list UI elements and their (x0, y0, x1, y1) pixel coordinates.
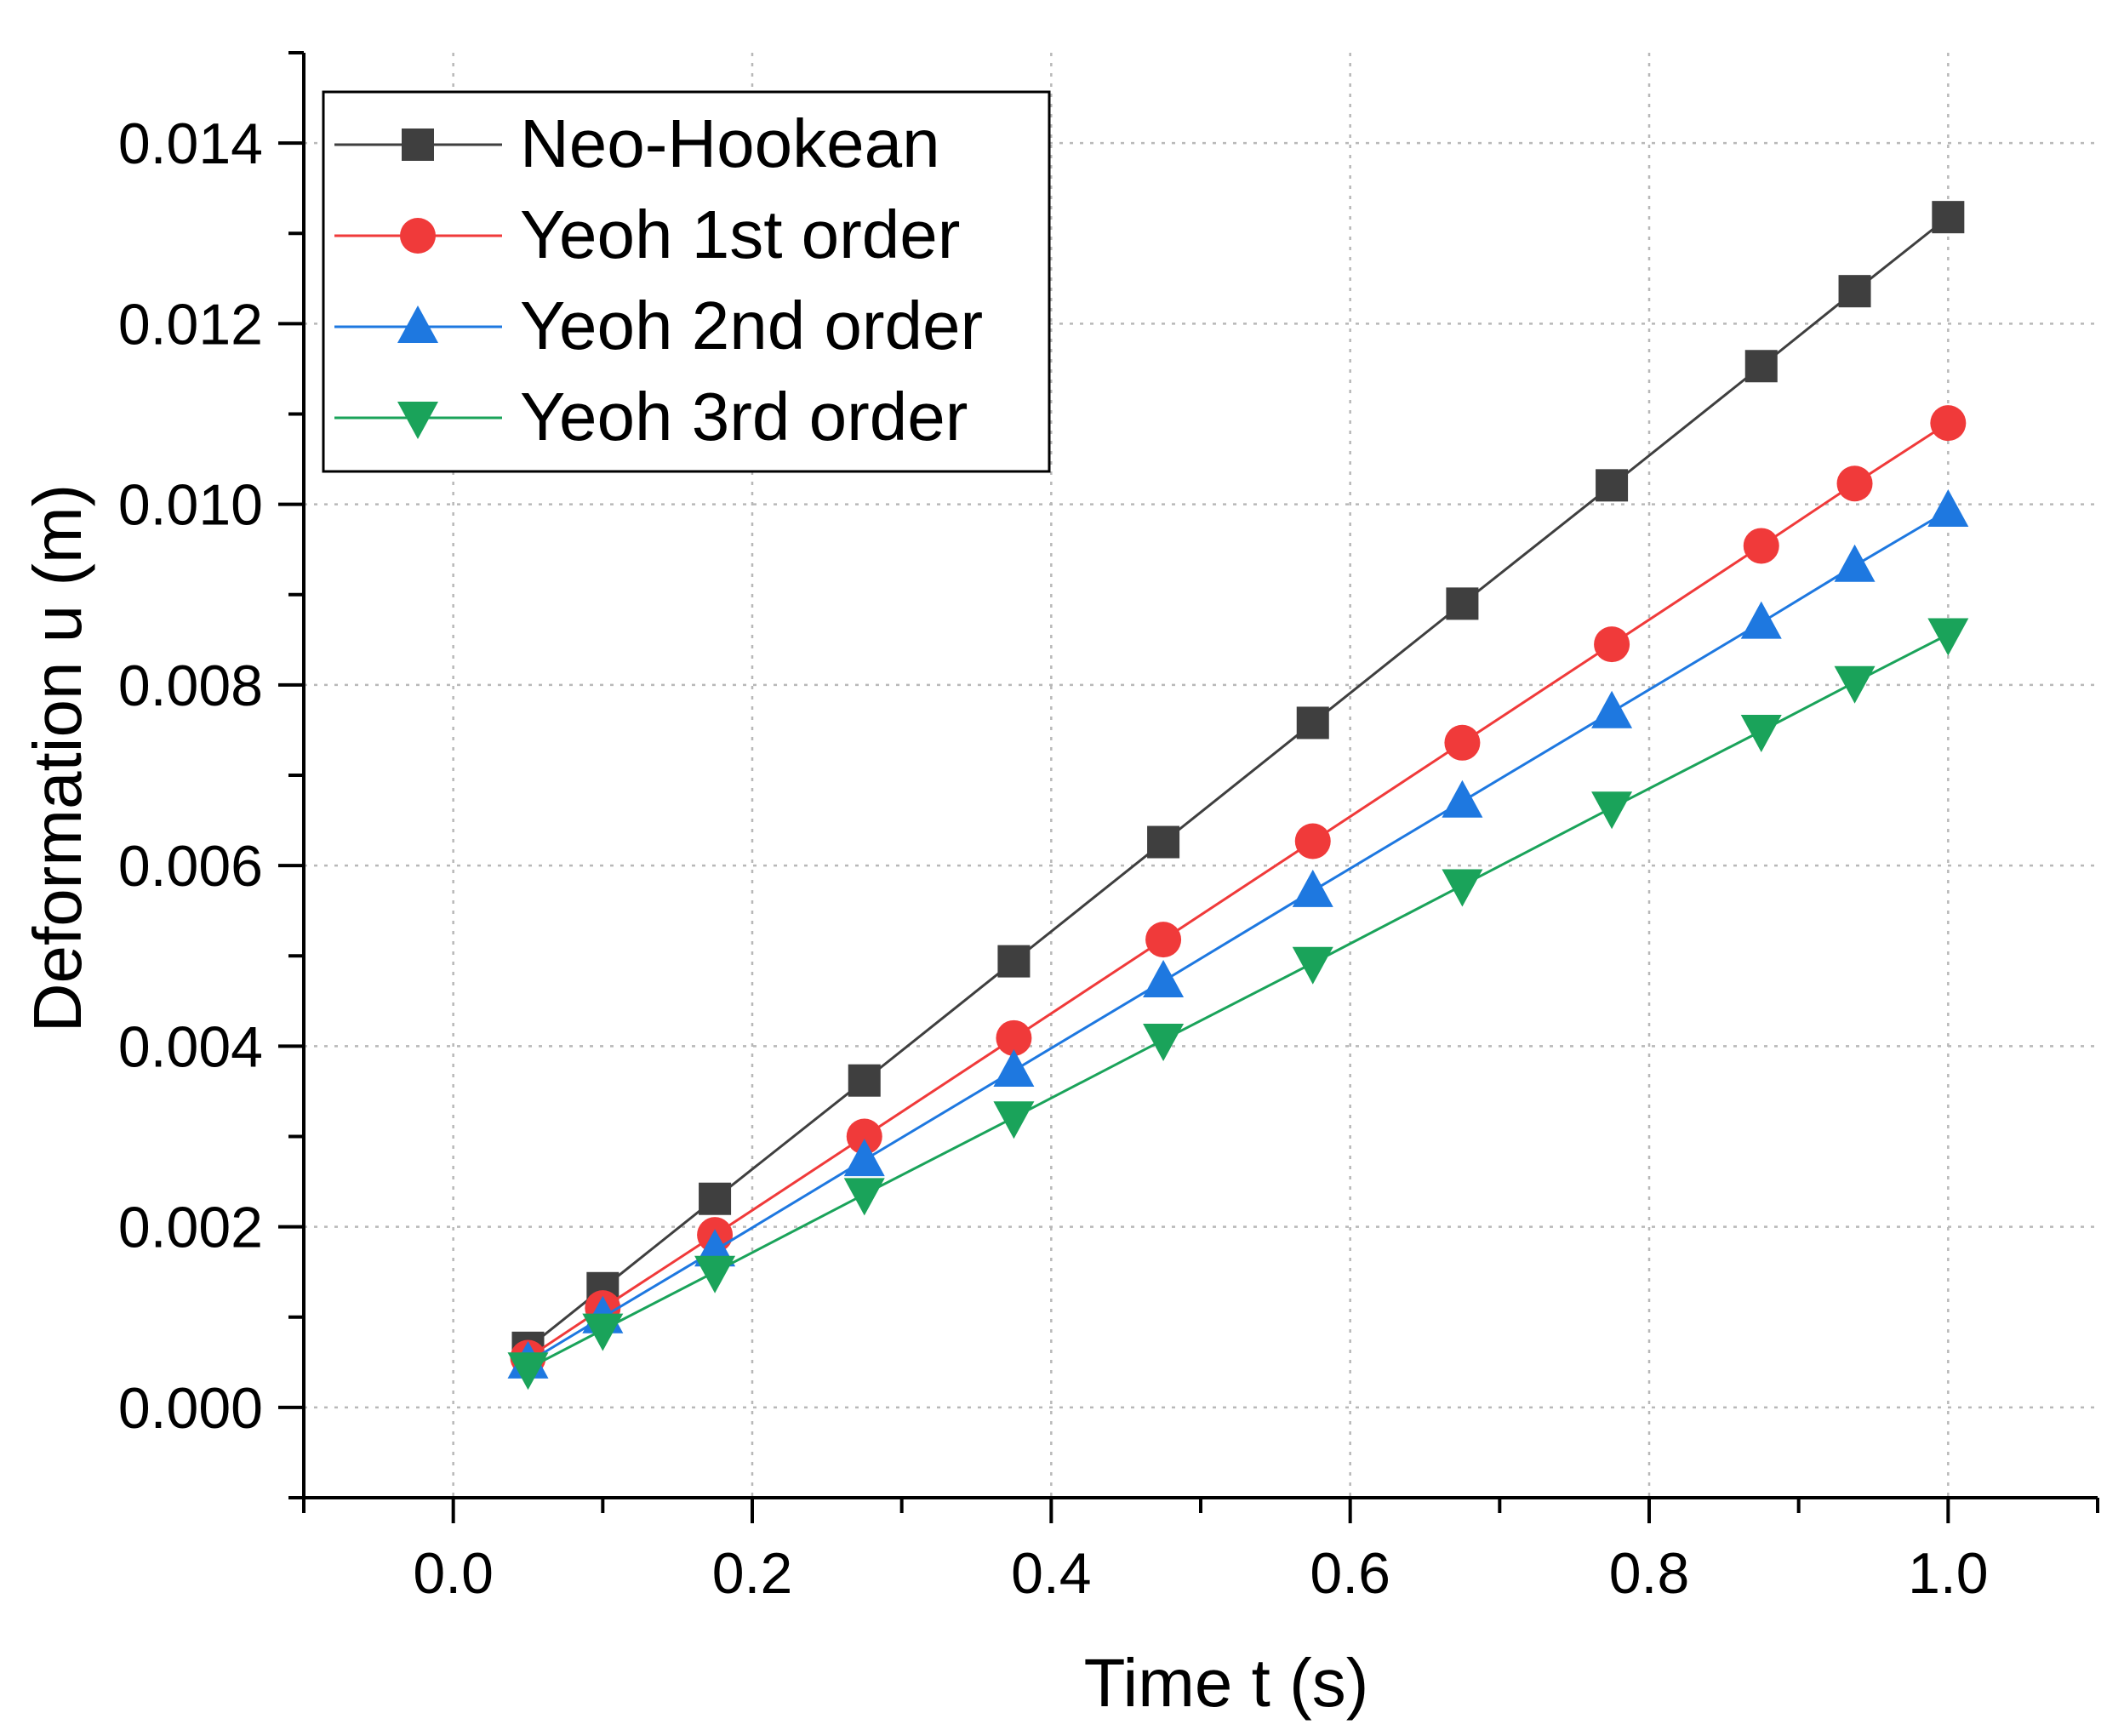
x-tick-label: 0.4 (1011, 1541, 1092, 1606)
data-point (1740, 601, 1782, 639)
data-point (1591, 690, 1633, 728)
series-4 (507, 618, 1969, 1391)
legend: Neo-Hookean Yeoh 1st order Yeoh 2nd order Y… (322, 90, 1051, 473)
legend-marker (397, 306, 438, 343)
data-point (1145, 922, 1182, 958)
legend-label: Yeoh 3rd order (520, 379, 968, 454)
data-point (1147, 825, 1180, 859)
y-tick-label: 0.002 (118, 1196, 263, 1260)
data-point (1927, 489, 1969, 528)
legend-label: Yeoh 1st order (520, 197, 960, 272)
legend-marker (400, 218, 436, 254)
data-point (1834, 665, 1876, 704)
x-tick-label: 0.6 (1310, 1541, 1390, 1606)
data-point (996, 1019, 1032, 1056)
data-point (1838, 275, 1871, 308)
legend-label: Neo-Hookean (520, 106, 940, 181)
legend-item: Yeoh 3rd order (334, 379, 968, 454)
y-tick-label: 0.000 (118, 1376, 263, 1441)
legend-item: Yeoh 1st order (334, 197, 960, 272)
legend-box (322, 90, 1051, 473)
data-point (507, 1352, 549, 1391)
y-axis-label: Deformation u (m) (20, 484, 95, 1033)
y-tick-label: 0.014 (118, 111, 263, 176)
data-point (1591, 791, 1633, 830)
data-point (1932, 201, 1965, 234)
y-tick-label: 0.006 (118, 834, 263, 899)
data-point (1740, 714, 1782, 752)
series-line (527, 633, 1950, 1370)
data-point (846, 1118, 882, 1155)
data-point (1834, 544, 1876, 582)
legend-marker (397, 402, 438, 439)
legend-item: Yeoh 2nd order (334, 288, 983, 363)
data-point (1594, 626, 1630, 663)
data-point (993, 1101, 1035, 1139)
data-point (1596, 469, 1629, 502)
axes: 0.0 0.2 0.4 0.6 0.8 1.0 0.000 0.002 0.004 0.006 0.… (118, 51, 2099, 1606)
series-line (527, 421, 1950, 1359)
data-point (1442, 869, 1483, 907)
data-point (1444, 724, 1481, 761)
series-2 (510, 405, 1967, 1376)
data-point (1143, 1023, 1185, 1061)
data-point (1296, 706, 1329, 740)
data-point (1442, 779, 1483, 818)
legend-label: Yeoh 2nd order (520, 288, 983, 363)
legend-item: Neo-Hookean (334, 106, 940, 181)
data-point (1744, 350, 1778, 383)
data-point (694, 1255, 736, 1293)
data-point (848, 1064, 881, 1097)
data-point (1743, 528, 1779, 564)
data-point (1292, 946, 1333, 985)
x-tick-label: 0.0 (413, 1541, 494, 1606)
data-point (582, 1313, 624, 1351)
data-point (843, 1178, 885, 1216)
y-tick-label: 0.008 (118, 654, 263, 718)
x-tick-label: 0.8 (1609, 1541, 1690, 1606)
data-point (843, 1139, 885, 1177)
data-point (1294, 823, 1331, 859)
x-axis-label: Time t (s) (1084, 1645, 1369, 1721)
x-tick-label: 0.2 (712, 1541, 793, 1606)
data-point (1446, 587, 1479, 620)
data-point (997, 945, 1031, 978)
x-tick-label: 1.0 (1908, 1541, 1989, 1606)
data-point (1836, 465, 1873, 502)
y-tick-label: 0.004 (118, 1014, 263, 1079)
y-tick-label: 0.012 (118, 292, 263, 357)
y-tick-label: 0.010 (118, 473, 263, 538)
data-point (1927, 618, 1969, 656)
series-line (527, 509, 1950, 1364)
data-point (1930, 405, 1967, 442)
data-point (1292, 869, 1333, 907)
data-point (699, 1182, 732, 1215)
data-point (993, 1049, 1035, 1088)
legend-marker (402, 128, 434, 161)
data-point (1143, 959, 1185, 997)
series-layer (507, 201, 1969, 1391)
